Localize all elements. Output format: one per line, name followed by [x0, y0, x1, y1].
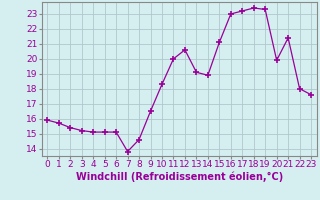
X-axis label: Windchill (Refroidissement éolien,°C): Windchill (Refroidissement éolien,°C): [76, 172, 283, 182]
